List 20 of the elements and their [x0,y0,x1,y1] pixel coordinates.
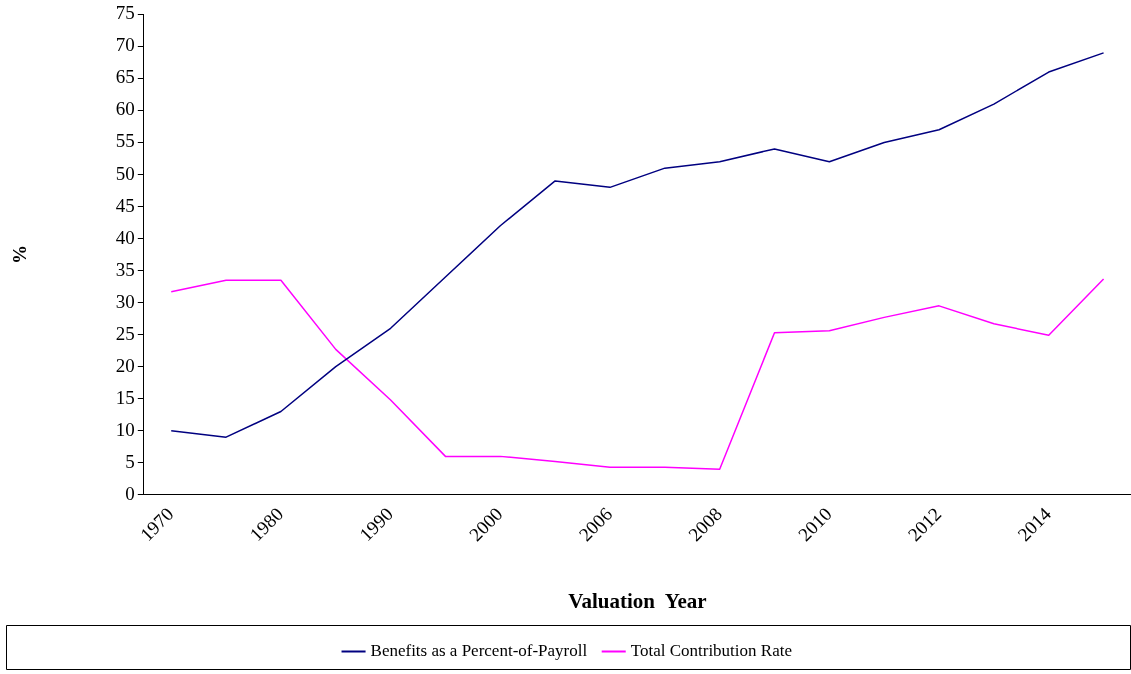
y-tick-label: 10 [115,418,135,440]
legend-label: Benefits as a Percent-of-Payroll [370,640,588,660]
y-tick-label: 55 [115,130,135,152]
y-tick-label: 70 [115,34,135,56]
y-tick-label: 20 [115,354,135,376]
y-tick-label: 0 [125,482,135,504]
y-tick-label: 75 [115,2,135,24]
y-tick-label: 45 [115,194,135,216]
y-tick-label: 25 [115,322,135,344]
y-tick-label: 5 [125,450,135,472]
legend-label: Total Contribution Rate [630,640,792,660]
y-tick-label: 65 [115,66,135,88]
y-tick-label: 50 [115,162,135,184]
y-tick-label: 60 [115,98,135,120]
y-tick-label: 40 [115,226,135,248]
y-tick-label: 15 [115,386,135,408]
y-tick-label: 30 [115,290,135,312]
x-axis-title: Valuation Year [568,588,707,613]
y-tick-label: 35 [115,258,135,280]
y-axis-title: % [9,245,31,265]
